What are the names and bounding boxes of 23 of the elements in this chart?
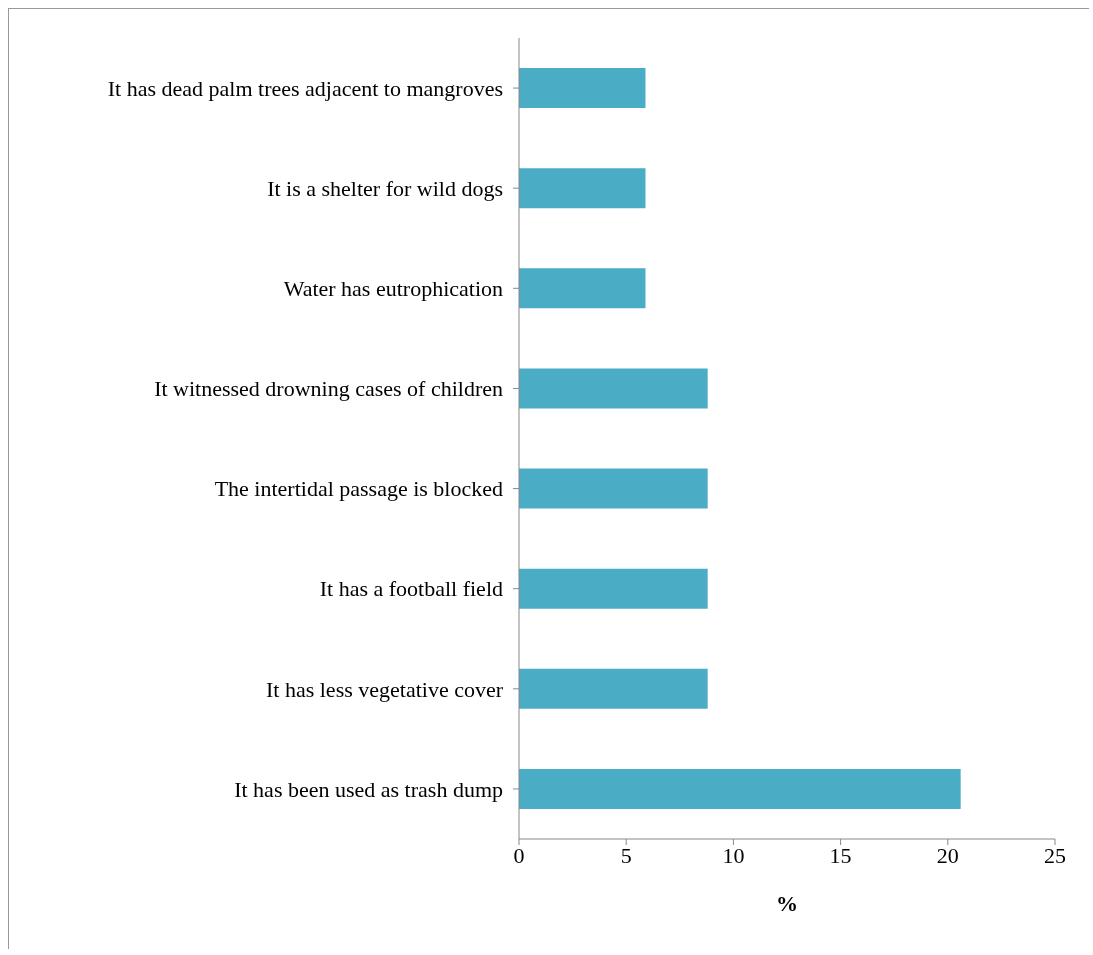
y-tick-label: It has a football field: [319, 576, 503, 602]
x-axis-title: %: [776, 891, 798, 916]
bar: [519, 468, 708, 509]
y-tick-label: It has less vegetative cover: [265, 676, 504, 702]
bar: [519, 568, 708, 609]
x-tick-label: 20: [936, 842, 959, 868]
bar: [519, 268, 646, 309]
bar: [519, 368, 708, 409]
x-tick-label: 5: [620, 842, 632, 868]
x-tick-label: 15: [829, 842, 852, 868]
bar: [519, 168, 646, 209]
x-tick-label: 10: [722, 842, 745, 868]
y-tick-label: The intertidal passage is blocked: [214, 476, 503, 502]
y-tick-label: It has dead palm trees adjacent to mangroves: [107, 75, 503, 101]
x-tick-label: 25: [1044, 842, 1066, 868]
x-tick-label: 0: [513, 842, 525, 868]
y-tick-label: Water has eutrophication: [283, 276, 503, 302]
bar: [519, 768, 961, 809]
bar: [519, 668, 708, 709]
y-tick-label: It is a shelter for wild dogs: [267, 176, 503, 201]
y-tick-label: It witnessed drowning cases of children: [154, 376, 503, 402]
y-tick-label: It has been used as trash dump: [234, 776, 503, 802]
bar: [519, 68, 646, 109]
